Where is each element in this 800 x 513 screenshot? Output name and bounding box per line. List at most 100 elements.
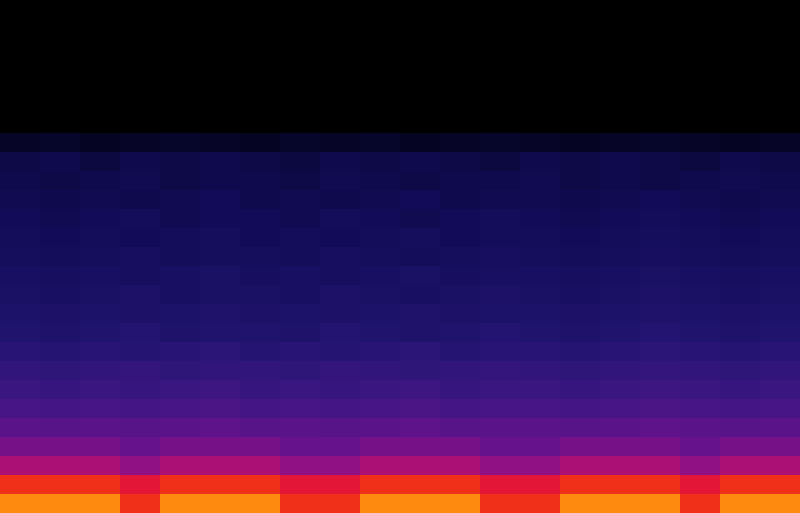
cell xyxy=(160,475,201,495)
cell xyxy=(240,19,281,39)
cell xyxy=(40,266,81,286)
cell xyxy=(80,323,121,343)
cell xyxy=(720,266,761,286)
cell xyxy=(400,266,441,286)
cell xyxy=(80,475,121,495)
cell xyxy=(40,342,81,362)
cell xyxy=(200,114,241,134)
cell xyxy=(480,323,521,343)
cell xyxy=(120,361,161,381)
cell xyxy=(520,171,561,191)
cell xyxy=(400,76,441,96)
cell xyxy=(760,171,800,191)
cell xyxy=(0,114,41,134)
cell xyxy=(440,228,481,248)
cell xyxy=(320,19,361,39)
cell xyxy=(200,475,241,495)
cell xyxy=(680,285,721,305)
cell xyxy=(440,266,481,286)
cell xyxy=(360,285,401,305)
cell xyxy=(360,38,401,58)
cell xyxy=(40,133,81,153)
cell xyxy=(640,171,681,191)
cell xyxy=(320,342,361,362)
cell xyxy=(400,285,441,305)
cell xyxy=(680,209,721,229)
cell xyxy=(0,95,41,115)
cell xyxy=(600,266,641,286)
cell xyxy=(760,228,800,248)
cell xyxy=(160,285,201,305)
cell xyxy=(400,190,441,210)
cell xyxy=(480,380,521,400)
cell xyxy=(120,285,161,305)
cell xyxy=(640,38,681,58)
cell xyxy=(480,361,521,381)
cell xyxy=(400,171,441,191)
cell xyxy=(560,456,601,476)
cell xyxy=(280,133,321,153)
cell xyxy=(720,114,761,134)
cell xyxy=(760,342,800,362)
cell xyxy=(240,304,281,324)
cell xyxy=(0,399,41,419)
cell xyxy=(560,190,601,210)
cell xyxy=(520,342,561,362)
cell xyxy=(120,323,161,343)
cell xyxy=(680,19,721,39)
cell xyxy=(360,209,401,229)
cell xyxy=(600,228,641,248)
cell xyxy=(360,437,401,457)
cell xyxy=(440,190,481,210)
cell xyxy=(0,323,41,343)
cell xyxy=(360,247,401,267)
cell xyxy=(760,38,800,58)
cell xyxy=(560,475,601,495)
cell xyxy=(480,209,521,229)
cell xyxy=(720,475,761,495)
cell xyxy=(360,114,401,134)
cell xyxy=(760,323,800,343)
cell xyxy=(120,152,161,172)
cell xyxy=(240,0,281,20)
cell xyxy=(80,95,121,115)
cell xyxy=(0,38,41,58)
cell xyxy=(360,399,401,419)
cell xyxy=(480,266,521,286)
cell xyxy=(240,418,281,438)
cell xyxy=(120,0,161,20)
cell xyxy=(0,361,41,381)
cell xyxy=(320,285,361,305)
cell xyxy=(280,209,321,229)
cell xyxy=(120,76,161,96)
cell xyxy=(640,95,681,115)
cell xyxy=(0,190,41,210)
cell xyxy=(120,228,161,248)
cell xyxy=(600,494,641,513)
cell xyxy=(280,342,321,362)
cell xyxy=(160,418,201,438)
cell xyxy=(640,494,681,513)
cell xyxy=(720,76,761,96)
cell xyxy=(360,171,401,191)
cell xyxy=(560,152,601,172)
cell xyxy=(80,152,121,172)
cell xyxy=(80,361,121,381)
cell xyxy=(40,114,81,134)
cell xyxy=(400,304,441,324)
cell xyxy=(0,266,41,286)
cell xyxy=(360,57,401,77)
cell xyxy=(720,285,761,305)
cell xyxy=(240,494,281,513)
cell xyxy=(240,247,281,267)
cell xyxy=(360,133,401,153)
cell xyxy=(640,342,681,362)
cell xyxy=(760,152,800,172)
cell xyxy=(360,475,401,495)
cell xyxy=(440,494,481,513)
cell xyxy=(0,0,41,20)
cell xyxy=(360,19,401,39)
cell xyxy=(200,304,241,324)
cell xyxy=(40,418,81,438)
cell xyxy=(160,494,201,513)
